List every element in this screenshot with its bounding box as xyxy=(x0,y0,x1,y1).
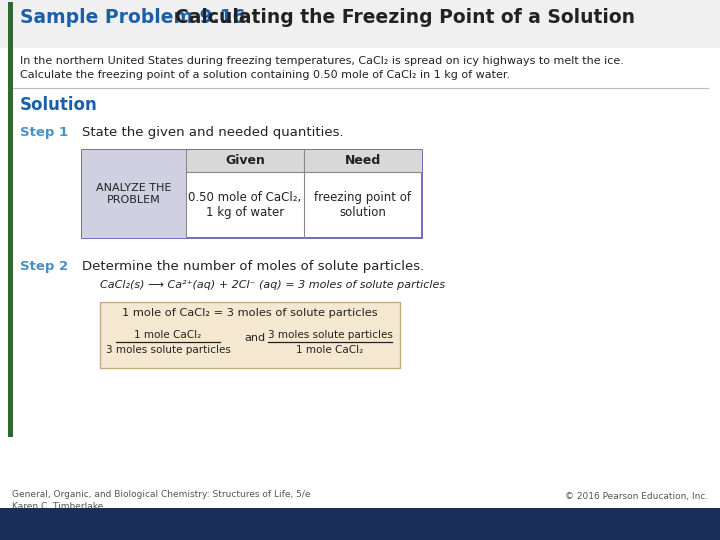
Text: and: and xyxy=(244,333,266,343)
Text: 0.50 mole of CaCl₂,
1 kg of water: 0.50 mole of CaCl₂, 1 kg of water xyxy=(189,191,302,219)
Text: State the given and needed quantities.: State the given and needed quantities. xyxy=(82,126,343,139)
Text: Solution: Solution xyxy=(20,96,98,114)
Text: Need: Need xyxy=(345,154,381,167)
Text: CaCl₂(s) ⟶ Ca²⁺(aq) + 2Cl⁻ (aq) = 3 moles of solute particles: CaCl₂(s) ⟶ Ca²⁺(aq) + 2Cl⁻ (aq) = 3 mole… xyxy=(100,280,445,290)
Text: 3 moles solute particles: 3 moles solute particles xyxy=(268,330,392,340)
Text: In the northern United States during freezing temperatures, CaCl₂ is spread on i: In the northern United States during fre… xyxy=(20,56,624,66)
Text: Determine the number of moles of solute particles.: Determine the number of moles of solute … xyxy=(82,260,424,273)
Text: Given: Given xyxy=(225,154,265,167)
Text: freezing point of
solution: freezing point of solution xyxy=(315,191,412,219)
Text: Karen C. Timberlake: Karen C. Timberlake xyxy=(12,502,103,511)
Text: Calculate the freezing point of a solution containing 0.50 mole of CaCl₂ in 1 kg: Calculate the freezing point of a soluti… xyxy=(20,70,510,80)
Text: © 2016 Pearson Education, Inc.: © 2016 Pearson Education, Inc. xyxy=(564,491,708,501)
Text: 1 mole of CaCl₂ = 3 moles of solute particles: 1 mole of CaCl₂ = 3 moles of solute part… xyxy=(122,308,378,318)
Text: 3 moles solute particles: 3 moles solute particles xyxy=(106,345,230,355)
Bar xyxy=(82,150,422,238)
Bar xyxy=(100,302,400,368)
Text: Sample Problem 9.16: Sample Problem 9.16 xyxy=(20,8,246,27)
Text: 1 mole CaCl₂: 1 mole CaCl₂ xyxy=(297,345,364,355)
Bar xyxy=(8,2,13,437)
Text: Step 2: Step 2 xyxy=(20,260,68,273)
Bar xyxy=(82,150,186,238)
Text: Step 1: Step 1 xyxy=(20,126,68,139)
Text: 1 mole CaCl₂: 1 mole CaCl₂ xyxy=(135,330,202,340)
Text: Calculating the Freezing Point of a Solution: Calculating the Freezing Point of a Solu… xyxy=(175,8,635,27)
Bar xyxy=(186,150,422,172)
Bar xyxy=(0,0,720,48)
Text: General, Organic, and Biological Chemistry: Structures of Life, 5/e: General, Organic, and Biological Chemist… xyxy=(12,490,310,499)
Text: ANALYZE THE
PROBLEM: ANALYZE THE PROBLEM xyxy=(96,183,171,205)
Bar xyxy=(0,508,720,540)
